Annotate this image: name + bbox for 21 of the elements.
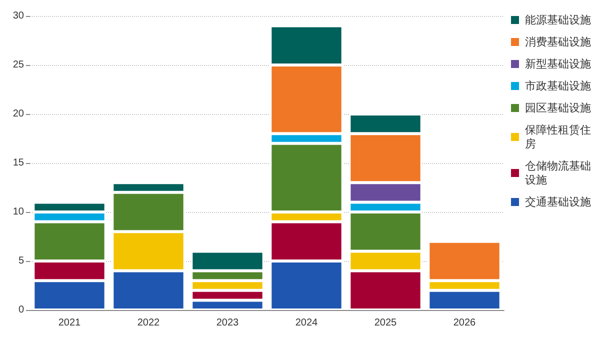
x-tick-label: 2024 [295,318,318,328]
legend-label: 交通基础设施 [525,196,591,208]
legend-label: 园区基础设施 [525,102,591,114]
x-tick-label: 2021 [58,318,82,328]
y-tick-label: 25 [12,60,24,70]
y-tick-label: 0 [18,304,24,316]
x-tick-label: 2023 [216,318,240,328]
legend-label: 消费基础设施 [525,36,591,48]
legend-label: 新型基础设施 [525,58,591,70]
legend-label: 能源基础设施 [525,14,591,26]
x-tick-label: 2025 [374,318,398,328]
y-tick-label: 30 [12,10,24,22]
y-tick-label: 20 [12,108,24,120]
legend-label: 保障性租赁住房 [525,124,591,150]
y-tick-label: 15 [12,158,24,168]
legend-label: 市政基础设施 [525,80,591,92]
y-tick-label: 5 [18,256,24,266]
x-tick-label: 2026 [453,318,476,328]
legend-label: 仓储物流基础设施 [525,160,591,186]
x-tick-label: 2022 [137,318,160,328]
y-tick-label: 10 [12,206,24,218]
